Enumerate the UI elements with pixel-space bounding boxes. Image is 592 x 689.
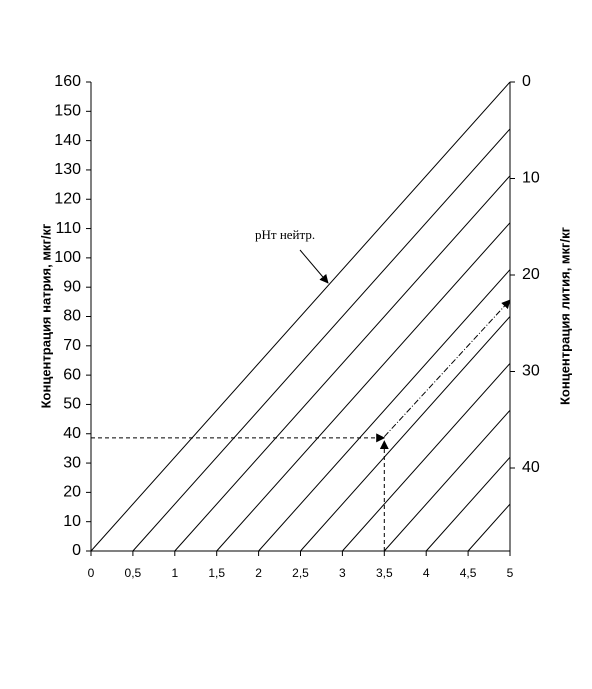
y2-tick-label: 20 [522, 266, 540, 283]
y-tick-label: 130 [54, 161, 81, 178]
isoline [174, 175, 511, 552]
y-tick-label: 60 [63, 366, 81, 383]
x-tick-label: 5 [507, 566, 514, 580]
y-tick-label: 100 [54, 249, 81, 266]
annotation-arrow [299, 249, 329, 284]
x-tick-label: 0,5 [125, 566, 142, 580]
isoline [425, 456, 511, 552]
x-tick-label: 1 [171, 566, 178, 580]
isoline [258, 269, 511, 552]
annotation: pHт нейтр. [255, 227, 315, 242]
y-tick-label: 40 [63, 425, 81, 442]
x-tick-label: 4,5 [460, 566, 477, 580]
y2-tick-label: 40 [522, 459, 540, 476]
y-tick-label: 20 [63, 484, 81, 501]
isoline [216, 222, 511, 552]
y-tick-label: 10 [63, 513, 81, 530]
x-tick-label: 3,5 [376, 566, 393, 580]
y-tick-label: 50 [63, 396, 81, 413]
y-tick-label: 0 [72, 542, 81, 559]
isoline [383, 409, 511, 552]
isoline [132, 128, 511, 552]
x-tick-label: 2 [255, 566, 262, 580]
x-tick-label: 2,5 [292, 566, 309, 580]
y2-tick-label: 10 [522, 170, 540, 187]
y-axis-label: Концентрация натрия, мкг/кг [38, 223, 53, 408]
y-tick-label: 30 [63, 454, 81, 471]
y-tick-label: 110 [55, 220, 81, 237]
y2-tick-label: 0 [522, 73, 531, 90]
x-tick-label: 1,5 [208, 566, 225, 580]
x-tick-label: 3 [339, 566, 346, 580]
y2-axis-label: Концентрация лития, мкг/кг [557, 226, 572, 405]
isoline [300, 316, 511, 552]
x-tick-label: 0 [88, 566, 95, 580]
y2-tick-label: 30 [522, 363, 540, 380]
y-tick-label: 90 [63, 278, 81, 295]
x-tick-label: 4 [423, 566, 430, 580]
y-tick-label: 160 [54, 73, 81, 90]
isoline [467, 503, 511, 552]
y-tick-label: 140 [54, 132, 81, 149]
y-tick-label: 150 [54, 103, 81, 120]
y-tick-label: 120 [54, 190, 81, 207]
guide-line [383, 299, 511, 438]
y-tick-label: 70 [63, 337, 81, 354]
isoline [90, 81, 511, 552]
isoline [342, 363, 511, 552]
y-tick-label: 80 [63, 308, 81, 325]
